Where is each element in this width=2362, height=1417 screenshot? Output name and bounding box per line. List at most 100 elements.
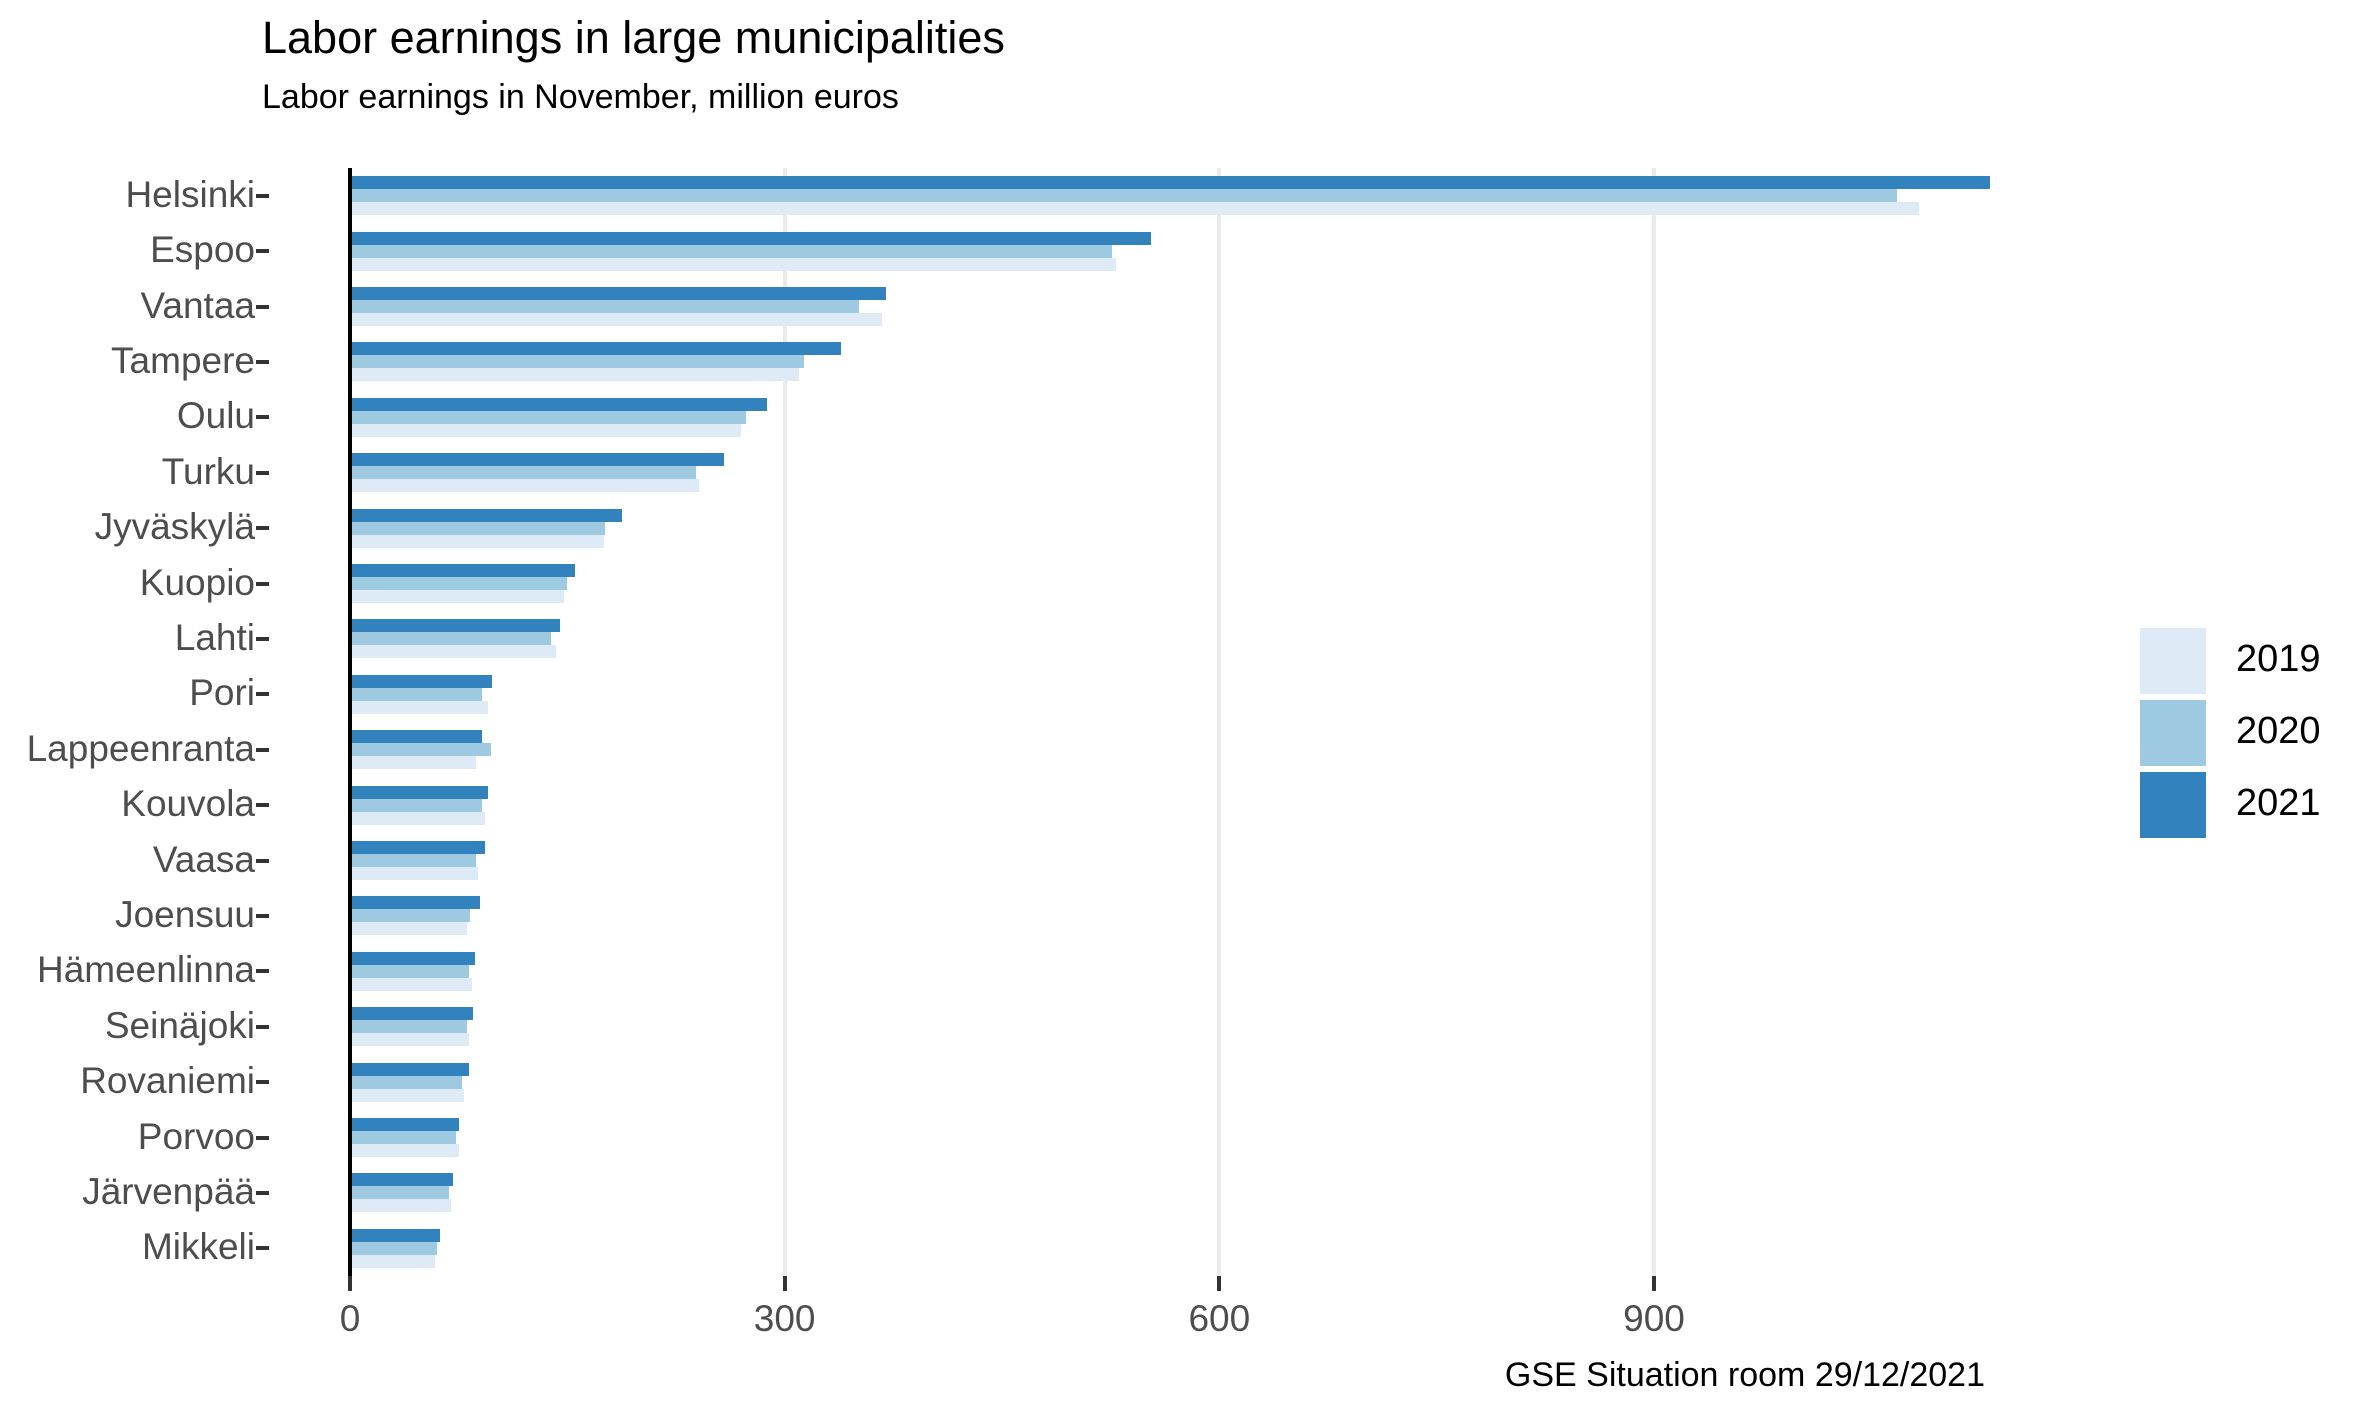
bar-group-kuopio bbox=[270, 556, 2072, 611]
bar-vaasa-2020 bbox=[350, 853, 477, 867]
bar-lahti-2020 bbox=[350, 632, 552, 646]
bar-group-turku bbox=[270, 445, 2072, 500]
bar-lappeenranta-2020 bbox=[350, 743, 491, 757]
bar-pori-2019 bbox=[350, 700, 488, 714]
bar-kouvola-2019 bbox=[350, 811, 485, 825]
y-tick-jyväskylä bbox=[256, 526, 269, 531]
bar-hämeenlinna-2020 bbox=[350, 964, 469, 978]
bar-group-seinäjoki bbox=[270, 999, 2072, 1054]
bar-joensuu-2019 bbox=[350, 922, 468, 936]
bar-group-vantaa bbox=[270, 279, 2072, 334]
legend-swatch-2021 bbox=[2140, 772, 2206, 838]
caption: GSE Situation room 29/12/2021 bbox=[1504, 1356, 1985, 1394]
bar-vantaa-2020 bbox=[350, 299, 859, 313]
bar-lahti-2021 bbox=[350, 619, 561, 633]
gridline-900 bbox=[1652, 168, 1656, 1276]
x-tick-600 bbox=[1217, 1276, 1222, 1291]
chart-title: Labor earnings in large municipalities bbox=[262, 12, 1005, 63]
bar-lappeenranta-2021 bbox=[350, 730, 482, 744]
legend-label-2021: 2021 bbox=[2236, 781, 2321, 824]
legend-swatch-2019 bbox=[2140, 628, 2206, 694]
bar-group-espoo bbox=[270, 223, 2072, 278]
bar-espoo-2019 bbox=[350, 257, 1117, 271]
bar-group-pori bbox=[270, 667, 2072, 722]
bar-rovaniemi-2020 bbox=[350, 1075, 462, 1089]
chart-subtitle: Labor earnings in November, million euro… bbox=[262, 78, 899, 116]
bar-group-kouvola bbox=[270, 777, 2072, 832]
bar-kuopio-2021 bbox=[350, 563, 575, 577]
bar-group-lahti bbox=[270, 611, 2072, 666]
y-label-lahti: Lahti bbox=[174, 616, 255, 658]
x-tick-label-0: 0 bbox=[339, 1298, 361, 1339]
bar-porvoo-2021 bbox=[350, 1117, 459, 1131]
gridline-600 bbox=[1217, 168, 1222, 1276]
bar-vantaa-2021 bbox=[350, 286, 887, 300]
bar-turku-2021 bbox=[350, 453, 724, 467]
y-label-hämeenlinna: Hämeenlinna bbox=[36, 949, 255, 991]
bar-helsinki-2020 bbox=[350, 189, 1898, 203]
bar-group-vaasa bbox=[270, 833, 2072, 888]
bar-lahti-2019 bbox=[350, 645, 556, 659]
y-label-kouvola: Kouvola bbox=[121, 783, 255, 825]
bar-vaasa-2019 bbox=[350, 866, 478, 880]
y-label-kuopio: Kuopio bbox=[139, 561, 255, 603]
bar-rovaniemi-2021 bbox=[350, 1062, 469, 1076]
bar-järvenpää-2020 bbox=[350, 1186, 449, 1200]
y-label-joensuu: Joensuu bbox=[115, 893, 255, 935]
y-label-mikkeli: Mikkeli bbox=[141, 1226, 255, 1268]
bar-group-tampere bbox=[270, 334, 2072, 389]
bar-mikkeli-2020 bbox=[350, 1241, 437, 1255]
y-tick-seinäjoki bbox=[256, 1024, 269, 1029]
legend-swatch-2020 bbox=[2140, 700, 2206, 766]
y-label-pori: Pori bbox=[189, 672, 255, 714]
bar-mikkeli-2021 bbox=[350, 1228, 440, 1242]
y-label-oulu: Oulu bbox=[176, 395, 255, 437]
plot-panel bbox=[270, 168, 2072, 1276]
bar-espoo-2021 bbox=[350, 231, 1152, 245]
y-tick-lahti bbox=[256, 636, 269, 641]
y-tick-vantaa bbox=[256, 304, 269, 309]
bar-kouvola-2021 bbox=[350, 785, 488, 799]
y-label-seinäjoki: Seinäjoki bbox=[104, 1004, 255, 1046]
bar-porvoo-2019 bbox=[350, 1143, 459, 1157]
bar-tampere-2019 bbox=[350, 368, 800, 382]
bar-oulu-2021 bbox=[350, 397, 768, 411]
y-tick-vaasa bbox=[256, 858, 269, 863]
y-label-rovaniemi: Rovaniemi bbox=[80, 1060, 255, 1102]
y-tick-joensuu bbox=[256, 913, 269, 918]
bar-group-hämeenlinna bbox=[270, 944, 2072, 999]
y-tick-helsinki bbox=[256, 193, 269, 198]
bar-group-järvenpää bbox=[270, 1165, 2072, 1220]
y-tick-mikkeli bbox=[256, 1246, 269, 1251]
x-tick-label-600: 600 bbox=[1188, 1298, 1251, 1339]
bar-joensuu-2021 bbox=[350, 896, 481, 910]
y-label-vantaa: Vantaa bbox=[140, 284, 255, 326]
y-tick-järvenpää bbox=[256, 1190, 269, 1195]
bar-kouvola-2020 bbox=[350, 798, 482, 812]
bar-seinäjoki-2021 bbox=[350, 1007, 474, 1021]
y-tick-kouvola bbox=[256, 803, 269, 808]
bar-helsinki-2021 bbox=[350, 176, 1991, 190]
bar-turku-2020 bbox=[350, 466, 697, 480]
y-tick-porvoo bbox=[256, 1135, 269, 1140]
bar-oulu-2019 bbox=[350, 423, 742, 437]
bar-group-mikkeli bbox=[270, 1221, 2072, 1276]
bar-group-jyväskylä bbox=[270, 500, 2072, 555]
bar-espoo-2020 bbox=[350, 244, 1113, 258]
bar-seinäjoki-2020 bbox=[350, 1020, 468, 1034]
x-tick-label-900: 900 bbox=[1623, 1298, 1685, 1339]
legend-label-2020: 2020 bbox=[2236, 709, 2321, 752]
bar-turku-2019 bbox=[350, 479, 700, 493]
y-label-järvenpää: Järvenpää bbox=[82, 1170, 255, 1212]
bar-group-rovaniemi bbox=[270, 1054, 2072, 1109]
bar-group-oulu bbox=[270, 390, 2072, 445]
y-tick-espoo bbox=[256, 249, 269, 254]
bar-järvenpää-2019 bbox=[350, 1199, 452, 1213]
bar-group-lappeenranta bbox=[270, 722, 2072, 777]
bar-kuopio-2020 bbox=[350, 576, 568, 590]
y-tick-tampere bbox=[256, 359, 269, 364]
bar-oulu-2020 bbox=[350, 410, 746, 424]
y-tick-rovaniemi bbox=[256, 1080, 269, 1085]
bar-jyväskylä-2021 bbox=[350, 508, 623, 522]
